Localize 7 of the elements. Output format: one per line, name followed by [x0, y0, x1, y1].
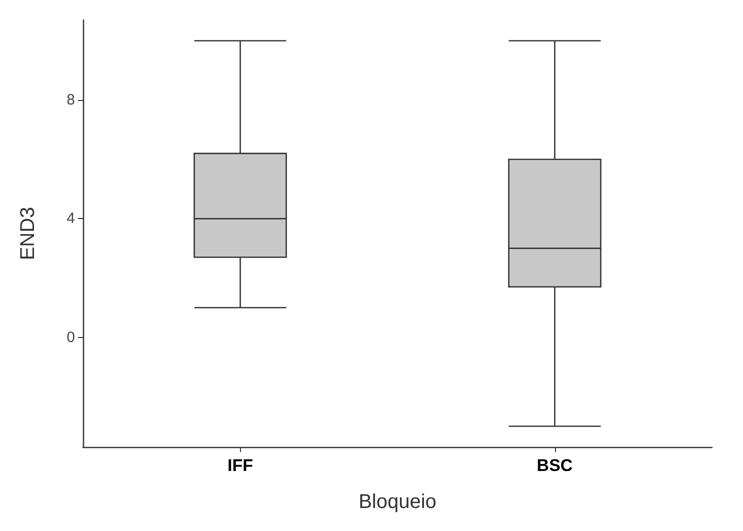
- y-axis-title: END3: [17, 206, 39, 260]
- x-tick-label: BSC: [536, 456, 573, 475]
- y-tick-label: 8: [66, 92, 75, 109]
- x-tick-label: IFF: [228, 456, 253, 475]
- x-axis-title: Bloqueio: [358, 491, 436, 513]
- y-tick-label: 4: [66, 210, 75, 228]
- y-tick-label: 0: [66, 328, 75, 346]
